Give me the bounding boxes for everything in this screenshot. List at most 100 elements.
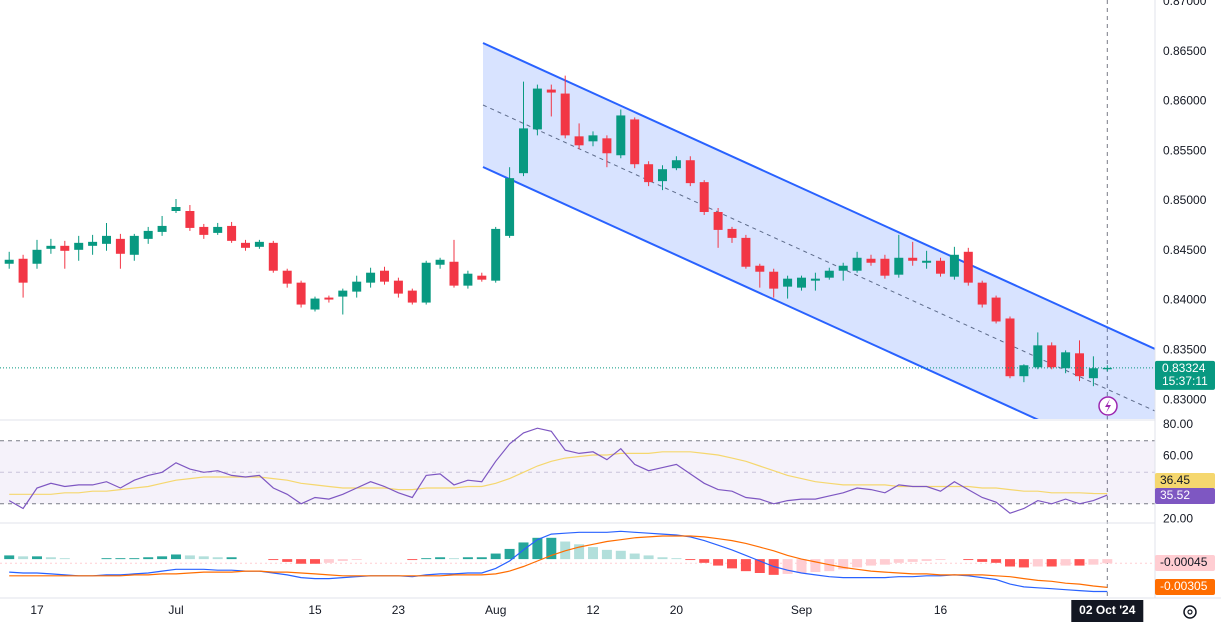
histogram-bar [143, 557, 154, 560]
candle-body [658, 169, 667, 182]
candle-body [991, 297, 1001, 322]
candle-body [797, 277, 806, 288]
histogram-bar [518, 542, 529, 560]
candle-body [769, 271, 779, 289]
candle-body [574, 136, 584, 146]
countdown-label: 15:37:11 [1162, 374, 1208, 388]
channel-upper [482, 42, 1155, 350]
candle-body [74, 242, 84, 250]
candle-body [963, 251, 973, 283]
candle-body [366, 272, 376, 283]
macd-line [9, 530, 1108, 593]
x-tick-label: 17 [30, 603, 44, 617]
x-tick-label: Jul [168, 603, 183, 617]
marks-layer [0, 75, 1155, 593]
alert-icon[interactable] [1098, 396, 1118, 416]
histogram-bar [629, 553, 640, 560]
histogram-bar [574, 544, 585, 560]
candle-body [1033, 345, 1043, 368]
histogram-bar [615, 550, 626, 560]
candle-body [588, 135, 598, 142]
candle-body [824, 270, 834, 278]
y-tick-label: 0.83000 [1163, 392, 1207, 406]
histogram-bar [45, 557, 56, 560]
histogram-bar [740, 559, 751, 572]
candle-body [352, 281, 362, 292]
candle-body [88, 241, 98, 246]
histogram-bar [1046, 559, 1057, 567]
candle-body [254, 241, 264, 247]
x-tick-label: Aug [485, 603, 506, 617]
histogram-bar [18, 556, 29, 560]
histogram-bar [337, 559, 348, 561]
x-tick-label: 20 [670, 603, 684, 617]
candle-body [324, 297, 334, 300]
candle-body [199, 226, 209, 235]
histogram-bar [157, 556, 168, 560]
candle-body [213, 226, 223, 233]
histogram-bar [198, 556, 209, 560]
candle-body [616, 115, 626, 156]
candle-body [1102, 367, 1112, 370]
histogram-bar [184, 555, 195, 560]
histogram-bar [796, 559, 807, 573]
candle-body [241, 242, 250, 248]
rsi-ma-value: 36.45 [1160, 473, 1190, 487]
y-tick-label: 0.84000 [1163, 293, 1207, 307]
candle-body [185, 210, 195, 228]
histogram-bar [171, 554, 181, 560]
settings-icon[interactable] [1183, 605, 1197, 619]
candle-body [477, 275, 487, 280]
histogram-bar [59, 558, 70, 560]
histogram-bar [852, 559, 863, 568]
candle-body [1088, 368, 1098, 379]
histogram-bar [296, 559, 307, 564]
candle-body [1047, 345, 1057, 368]
signal-value-box [1155, 579, 1215, 595]
label-layer: 0.87000 0.86500 0.86000 0.85500 0.85000 0.845… [30, 0, 1215, 622]
candle-body [727, 228, 737, 238]
histogram-bar [476, 557, 487, 560]
candle-body [560, 93, 570, 136]
candle-body [838, 265, 848, 271]
histogram-bar [782, 559, 793, 574]
last-price-label: 0.83324 [1162, 361, 1206, 375]
candle-body [310, 298, 320, 310]
x-tick-label: 23 [392, 603, 406, 617]
candle-body [630, 119, 640, 165]
candle-body [699, 182, 709, 212]
candle-body [936, 260, 945, 274]
candle-body [435, 259, 445, 265]
y-tick-label: 0.86500 [1163, 44, 1207, 58]
histogram-bar [671, 558, 682, 560]
x-tick-label: Sep [791, 603, 813, 617]
histogram-bar [921, 559, 932, 561]
candle-body [880, 258, 890, 276]
candle-body [421, 262, 431, 303]
candle-body [407, 290, 417, 303]
histogram-bar [991, 559, 1002, 563]
crosshair-date-label: 02 Oct '24 [1079, 603, 1136, 617]
histogram-value-box [1155, 555, 1215, 571]
channel-fill [483, 43, 1155, 419]
histogram-bar [4, 555, 15, 560]
y-tick-label: 0.87000 [1163, 0, 1207, 8]
histogram-bar [727, 559, 737, 569]
candle-body [143, 230, 153, 239]
histogram-bar [1088, 559, 1099, 565]
candle-body [338, 290, 348, 297]
candle-body [532, 88, 542, 130]
candle-body [866, 258, 876, 263]
y-tick-label: 0.84500 [1163, 243, 1207, 257]
histogram-value: -0.00045 [1160, 555, 1208, 569]
candle-body [157, 225, 167, 232]
histogram-bar [532, 537, 543, 560]
rsi-value: 35.52 [1160, 488, 1190, 502]
candle-body [1075, 353, 1084, 377]
histogram-bar [32, 556, 42, 560]
candle-body [380, 270, 389, 282]
signal-value: -0.00305 [1160, 579, 1208, 593]
candle-body [894, 257, 904, 275]
candle-body [644, 164, 654, 183]
histogram-bar [838, 559, 849, 570]
